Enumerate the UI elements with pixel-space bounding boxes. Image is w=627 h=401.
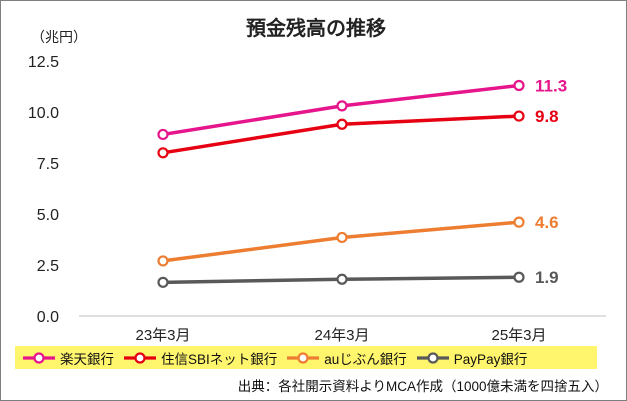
x-axis-ticks: 23年3月 24年3月 25年3月 bbox=[135, 327, 546, 344]
series-points bbox=[157, 79, 525, 288]
end-labels: 11.3 9.8 4.6 1.9 bbox=[535, 76, 567, 287]
legend-swatch bbox=[287, 351, 320, 364]
legend-item: 住信SBIネット銀行 bbox=[122, 348, 277, 368]
y-tick-label: 0.0 bbox=[37, 309, 59, 326]
data-label: 9.8 bbox=[535, 107, 559, 126]
legend-item: PayPay銀行 bbox=[415, 348, 528, 368]
data-point bbox=[513, 79, 525, 92]
data-point bbox=[336, 118, 348, 130]
data-label: 1.9 bbox=[535, 268, 559, 287]
legend-swatch bbox=[23, 351, 55, 364]
y-tick-label: 10.0 bbox=[28, 105, 59, 122]
x-tick-label: 23年3月 bbox=[135, 327, 190, 344]
legend-label: PayPay銀行 bbox=[453, 351, 528, 367]
legend: 楽天銀行 住信SBIネット銀行 auじぶん銀行 PayPay銀行 bbox=[15, 346, 597, 369]
data-point bbox=[513, 110, 525, 122]
y-tick-label: 2.5 bbox=[37, 258, 59, 275]
data-point bbox=[336, 273, 348, 285]
data-point bbox=[336, 231, 348, 244]
chart-title: 預金残高の推移 bbox=[246, 16, 386, 40]
line-chart: 預金残高の推移 （兆円） 0.02.55.07.510.012.5 23年3月 2… bbox=[28, 16, 606, 344]
source-note: 出典：各社開示資料よりMCA作成（1000億未満を四捨五入） bbox=[237, 379, 608, 394]
legend-item: auじぶん銀行 bbox=[285, 348, 407, 368]
y-tick-label: 7.5 bbox=[37, 156, 59, 173]
legend-item: 楽天銀行 bbox=[21, 348, 114, 368]
data-label: 4.6 bbox=[535, 213, 559, 232]
legend-label: 住信SBIネット銀行 bbox=[161, 351, 278, 367]
data-point bbox=[157, 255, 169, 267]
data-label: 11.3 bbox=[535, 76, 567, 95]
data-point bbox=[157, 147, 169, 159]
legend-label: 楽天銀行 bbox=[60, 351, 114, 367]
y-tick-label: 12.5 bbox=[28, 54, 59, 71]
data-point bbox=[513, 216, 525, 228]
series-lines bbox=[162, 83, 520, 285]
data-point bbox=[513, 271, 525, 283]
data-point bbox=[336, 100, 348, 112]
data-point bbox=[157, 276, 169, 288]
x-tick-label: 25年3月 bbox=[491, 327, 546, 344]
x-tick-label: 24年3月 bbox=[314, 327, 369, 344]
legend-swatch bbox=[124, 351, 156, 364]
y-axis-unit: （兆円） bbox=[31, 29, 87, 45]
data-point bbox=[157, 128, 169, 141]
legend-label: auじぶん銀行 bbox=[324, 351, 407, 367]
legend-swatch bbox=[416, 351, 449, 364]
y-axis-ticks: 0.0 2.5 5.0 7.5 10.0 12.5 bbox=[28, 54, 59, 326]
y-tick-label: 5.0 bbox=[37, 207, 59, 224]
